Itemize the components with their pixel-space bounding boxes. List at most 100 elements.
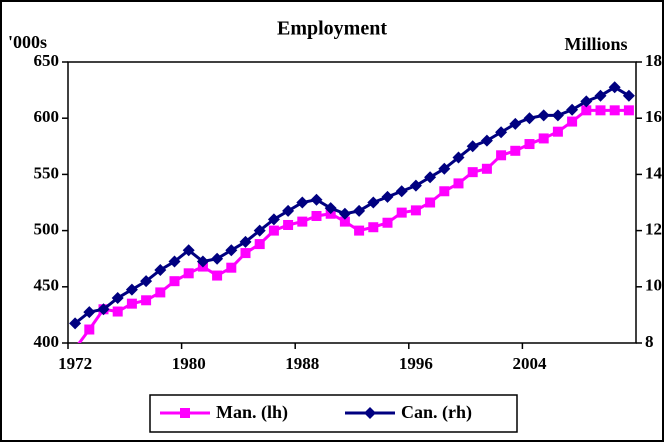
- y2-tick-label: 8: [645, 332, 654, 351]
- data-point: [609, 105, 620, 116]
- data-point: [496, 150, 507, 161]
- data-point: [381, 190, 394, 203]
- data-point: [453, 178, 464, 189]
- series-line: [77, 108, 629, 343]
- data-point: [425, 197, 436, 208]
- data-point: [126, 298, 137, 309]
- data-point: [296, 196, 309, 209]
- data-point: [154, 263, 167, 276]
- data-point: [83, 306, 96, 319]
- data-point: [240, 248, 251, 259]
- data-point: [452, 151, 465, 164]
- data-point: [382, 217, 393, 228]
- data-point: [267, 213, 280, 226]
- data-point: [226, 262, 237, 273]
- data-point: [283, 219, 294, 230]
- data-point: [594, 89, 607, 102]
- data-point: [353, 204, 366, 217]
- y2-tick-label: 14: [645, 163, 663, 182]
- data-point: [538, 133, 549, 144]
- data-point: [310, 193, 323, 206]
- legend-box: [149, 394, 518, 433]
- data-point: [524, 139, 535, 150]
- y-tick-label: 600: [34, 107, 60, 126]
- data-point: [297, 216, 308, 227]
- data-point: [395, 185, 408, 198]
- x-tick-label: 1988: [285, 354, 319, 373]
- y-tick-label: 500: [34, 220, 60, 239]
- data-point: [409, 179, 422, 192]
- data-point: [552, 126, 563, 137]
- data-point: [523, 112, 536, 125]
- data-point: [608, 81, 621, 94]
- legend-marker: [180, 408, 190, 418]
- legend-label: Man. (lh): [216, 402, 288, 423]
- data-point: [225, 244, 238, 257]
- plot-border: [67, 61, 637, 344]
- y2-axis-label: Millions: [564, 34, 627, 54]
- data-point: [467, 167, 478, 178]
- data-point: [182, 244, 195, 257]
- data-point: [253, 224, 266, 237]
- data-point: [97, 303, 110, 316]
- x-tick-label: 2004: [513, 354, 548, 373]
- y2-tick-label: 12: [645, 220, 662, 239]
- data-point: [581, 105, 592, 116]
- data-point: [367, 196, 380, 209]
- data-point: [196, 255, 209, 268]
- y2-tick-label: 16: [645, 107, 662, 126]
- data-point: [567, 116, 578, 127]
- legend-label: Can. (rh): [401, 402, 472, 423]
- data-point: [439, 186, 450, 197]
- data-point: [268, 225, 279, 236]
- data-point: [438, 162, 451, 175]
- data-point: [125, 283, 138, 296]
- data-point: [282, 204, 295, 217]
- data-point: [111, 292, 124, 305]
- data-point: [155, 287, 166, 298]
- data-point: [140, 275, 153, 288]
- data-point: [141, 295, 152, 306]
- data-point: [510, 145, 521, 156]
- data-point: [183, 268, 194, 279]
- data-point: [169, 276, 180, 287]
- data-point: [566, 103, 579, 116]
- data-point: [168, 255, 181, 268]
- data-point: [311, 210, 322, 221]
- y2-tick-label: 18: [645, 51, 662, 70]
- y-tick-label: 650: [34, 51, 60, 70]
- chart-title: Employment: [277, 18, 387, 40]
- data-point: [410, 205, 421, 216]
- legend-marker: [364, 407, 376, 419]
- data-point: [112, 306, 123, 317]
- data-point: [69, 317, 82, 330]
- x-tick-label: 1996: [399, 354, 433, 373]
- data-point: [368, 222, 379, 233]
- data-point: [480, 134, 493, 147]
- data-point: [466, 140, 479, 153]
- data-point: [211, 252, 224, 265]
- data-point: [354, 225, 365, 236]
- data-point: [551, 109, 564, 122]
- y-tick-label: 550: [34, 163, 60, 182]
- x-tick-label: 1980: [172, 354, 206, 373]
- data-point: [254, 239, 265, 250]
- data-point: [84, 324, 95, 335]
- series-line: [74, 85, 630, 325]
- y-tick-label: 450: [34, 276, 60, 295]
- y-tick-label: 400: [34, 332, 60, 351]
- data-point: [338, 207, 351, 220]
- data-point: [339, 216, 350, 227]
- data-point: [595, 105, 606, 116]
- data-point: [509, 117, 522, 130]
- data-point: [239, 235, 252, 248]
- data-point: [537, 109, 550, 122]
- x-tick-label: 1972: [58, 354, 92, 373]
- y2-tick-label: 10: [645, 276, 662, 295]
- data-point: [495, 126, 508, 139]
- data-point: [622, 89, 635, 102]
- data-point: [396, 207, 407, 218]
- data-point: [623, 105, 634, 116]
